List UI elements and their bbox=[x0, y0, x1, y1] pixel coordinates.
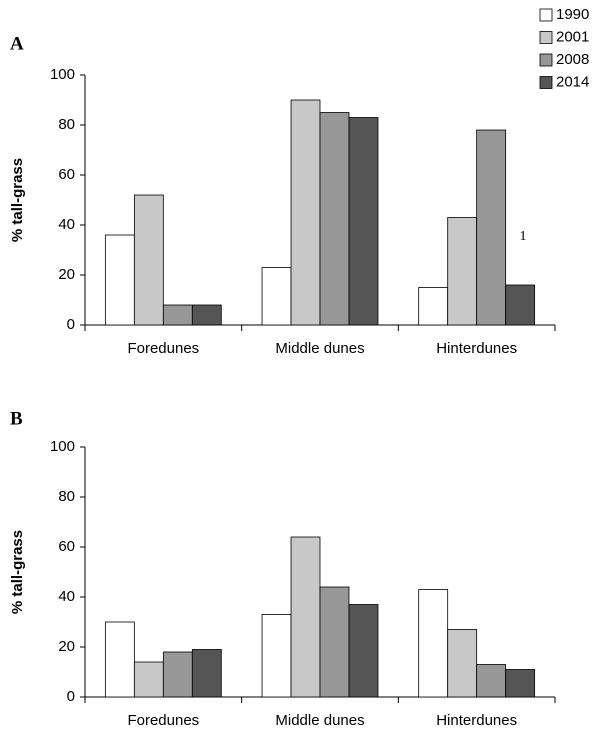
y-tick-label: 100 bbox=[50, 66, 75, 83]
legend-label: 2014 bbox=[556, 73, 589, 90]
y-tick-label: 20 bbox=[58, 638, 75, 655]
legend-label: 2001 bbox=[556, 28, 589, 45]
bar bbox=[261, 614, 292, 698]
y-tick-label: 80 bbox=[58, 488, 75, 505]
legend-swatch bbox=[539, 53, 553, 67]
bar bbox=[418, 589, 449, 698]
x-tick-label: Foredunes bbox=[127, 712, 199, 729]
legend-swatch bbox=[539, 31, 553, 44]
bar bbox=[348, 117, 379, 326]
bar bbox=[476, 664, 507, 698]
bar bbox=[191, 304, 222, 326]
bar bbox=[162, 304, 193, 326]
bar bbox=[104, 621, 135, 698]
y-tick-label: 0 bbox=[67, 688, 75, 705]
legend-swatch bbox=[539, 8, 553, 22]
x-tick-label: Hinterdunes bbox=[436, 340, 517, 357]
bar bbox=[505, 669, 536, 698]
y-tick-label: 60 bbox=[58, 538, 75, 555]
y-tick-label: 40 bbox=[58, 216, 75, 233]
bar bbox=[104, 234, 135, 326]
x-tick-label: Middle dunes bbox=[275, 340, 364, 357]
panel-label: B bbox=[10, 408, 23, 429]
bar bbox=[447, 217, 478, 326]
y-tick-label: 100 bbox=[50, 438, 75, 455]
y-tick-label: 20 bbox=[58, 266, 75, 283]
bar bbox=[261, 267, 292, 326]
annotation: 1 bbox=[520, 229, 527, 244]
bar bbox=[348, 604, 379, 698]
bar bbox=[319, 112, 350, 326]
legend-swatch bbox=[539, 76, 553, 89]
legend-label: 1990 bbox=[556, 6, 589, 23]
bar bbox=[505, 284, 536, 326]
x-tick-label: Middle dunes bbox=[275, 712, 364, 729]
bar bbox=[290, 536, 321, 698]
y-axis-label: % tall-grass bbox=[9, 158, 26, 242]
legend-label: 2008 bbox=[556, 51, 589, 68]
bar bbox=[191, 649, 222, 698]
y-axis-label: % tall-grass bbox=[9, 530, 26, 614]
bar bbox=[476, 129, 507, 326]
y-tick-label: 0 bbox=[67, 316, 75, 333]
bar bbox=[133, 661, 164, 698]
bar bbox=[418, 287, 449, 326]
x-tick-label: Foredunes bbox=[127, 340, 199, 357]
y-tick-label: 60 bbox=[58, 166, 75, 183]
bar bbox=[162, 651, 193, 698]
y-tick-label: 80 bbox=[58, 116, 75, 133]
panel-label: A bbox=[10, 33, 24, 54]
x-tick-label: Hinterdunes bbox=[436, 712, 517, 729]
bar bbox=[133, 194, 164, 326]
bar bbox=[290, 99, 321, 326]
bar bbox=[319, 586, 350, 698]
bar bbox=[447, 629, 478, 698]
y-tick-label: 40 bbox=[58, 588, 75, 605]
